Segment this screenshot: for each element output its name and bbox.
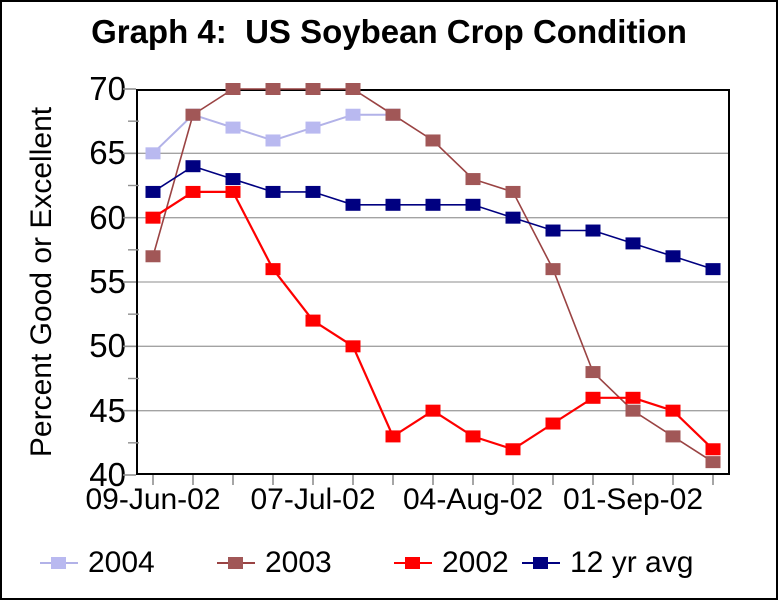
series-marker-2002 bbox=[185, 185, 201, 198]
legend-swatch-2002 bbox=[394, 557, 432, 569]
y-tick-label: 70 bbox=[89, 70, 126, 107]
series-marker-2002 bbox=[425, 404, 441, 417]
legend-item-2004: 2004 bbox=[40, 546, 155, 580]
series-marker-2003 bbox=[305, 83, 321, 95]
y-tick-label: 45 bbox=[89, 391, 126, 429]
series-marker-2003 bbox=[625, 404, 641, 417]
series-marker-2002 bbox=[545, 417, 561, 430]
series-marker-12-yr-avg bbox=[465, 198, 481, 211]
series-marker-12-yr-avg bbox=[425, 198, 441, 211]
plot-area bbox=[123, 83, 730, 485]
series-marker-12-yr-avg bbox=[185, 160, 201, 173]
series-marker-12-yr-avg bbox=[145, 185, 161, 198]
series-marker-2002 bbox=[625, 391, 641, 404]
series-marker-2004 bbox=[265, 134, 281, 147]
legend-marker-icon bbox=[405, 557, 420, 569]
series-marker-12-yr-avg bbox=[345, 198, 361, 211]
series-marker-2002 bbox=[145, 211, 161, 224]
legend-marker-icon bbox=[228, 557, 243, 569]
x-tick-label: 04-Aug-02 bbox=[402, 483, 544, 516]
series-marker-2004 bbox=[225, 121, 241, 134]
y-tick-label: 50 bbox=[89, 327, 126, 365]
series-marker-12-yr-avg bbox=[665, 250, 681, 263]
series-marker-12-yr-avg bbox=[305, 185, 321, 198]
series-marker-12-yr-avg bbox=[505, 211, 521, 224]
legend-marker-icon bbox=[533, 557, 548, 569]
series-marker-12-yr-avg bbox=[625, 237, 641, 250]
y-tick-label: 60 bbox=[89, 198, 126, 236]
series-marker-2003 bbox=[345, 83, 361, 95]
legend-item-2002: 2002 bbox=[394, 546, 509, 580]
legend-swatch-2004 bbox=[40, 557, 78, 569]
series-marker-12-yr-avg bbox=[545, 224, 561, 237]
series-marker-2002 bbox=[505, 443, 521, 456]
plot-border bbox=[136, 89, 730, 475]
y-tick-label: 65 bbox=[89, 134, 126, 172]
series-marker-12-yr-avg bbox=[585, 224, 601, 237]
series-marker-12-yr-avg bbox=[385, 198, 401, 211]
legend-swatch-2003 bbox=[217, 557, 255, 569]
series-marker-2002 bbox=[225, 185, 241, 198]
chart-title: Graph 4: US Soybean Crop Condition bbox=[91, 13, 687, 50]
series-marker-2003 bbox=[145, 250, 161, 263]
series-marker-2003 bbox=[185, 108, 201, 121]
series-marker-2003 bbox=[385, 108, 401, 121]
y-tick-label: 40 bbox=[89, 456, 126, 493]
legend-item-2003: 2003 bbox=[217, 546, 332, 580]
series-marker-2004 bbox=[145, 147, 161, 160]
series-marker-2002 bbox=[345, 340, 361, 353]
legend-label: 2003 bbox=[265, 546, 332, 579]
x-tick-label: 07-Jul-02 bbox=[250, 483, 376, 516]
series-marker-12-yr-avg bbox=[265, 185, 281, 198]
x-tick-label: 01-Sep-02 bbox=[562, 483, 704, 516]
series-marker-2004 bbox=[345, 108, 361, 121]
legend-marker-icon bbox=[51, 557, 66, 569]
series-marker-2003 bbox=[505, 185, 521, 198]
series-marker-2002 bbox=[705, 443, 721, 456]
series-marker-2002 bbox=[305, 314, 321, 327]
legend-label: 2004 bbox=[88, 546, 155, 579]
legend-label: 2002 bbox=[442, 546, 509, 579]
series-marker-2002 bbox=[665, 404, 681, 417]
series-marker-2003 bbox=[265, 83, 281, 95]
series-marker-2002 bbox=[585, 391, 601, 404]
x-tick-label: 09-Jun-02 bbox=[85, 483, 221, 516]
series-marker-2003 bbox=[665, 430, 681, 443]
y-tick-label: 55 bbox=[89, 263, 126, 300]
series-marker-2003 bbox=[425, 134, 441, 147]
legend-swatch-12-yr-avg bbox=[522, 557, 560, 569]
series-marker-2003 bbox=[705, 456, 721, 469]
series-marker-2003 bbox=[465, 173, 481, 186]
series-marker-2002 bbox=[385, 430, 401, 443]
legend-label: 12 yr avg bbox=[570, 546, 694, 579]
series-marker-12-yr-avg bbox=[705, 263, 721, 276]
legend-item-12-yr-avg: 12 yr avg bbox=[522, 546, 693, 580]
series-marker-2002 bbox=[465, 430, 481, 443]
series-marker-12-yr-avg bbox=[225, 173, 241, 186]
series-marker-2003 bbox=[585, 366, 601, 379]
series-marker-2003 bbox=[545, 263, 561, 276]
series-marker-2004 bbox=[305, 121, 321, 134]
series-marker-2003 bbox=[225, 83, 241, 95]
series-marker-2002 bbox=[265, 263, 281, 276]
